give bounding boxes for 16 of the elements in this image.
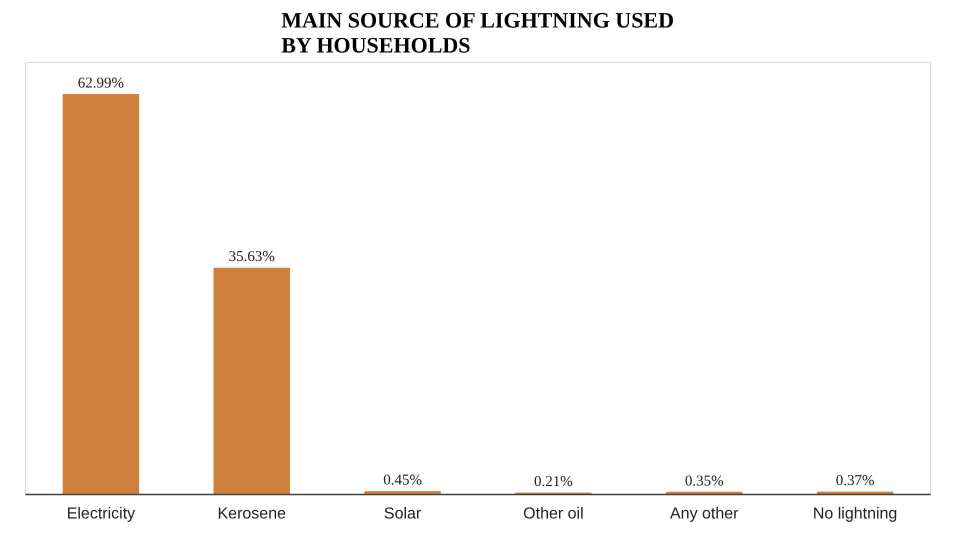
- data-label: 35.63%: [228, 249, 275, 266]
- x-tick-label: No lightning: [812, 506, 898, 522]
- data-label: 62.99%: [78, 76, 124, 92]
- x-tick-label: Kerosene: [218, 506, 286, 522]
- data-label: 0.37%: [836, 473, 874, 490]
- data-label: 0.45%: [383, 472, 422, 489]
- bar: [214, 268, 290, 494]
- bar: [364, 491, 441, 494]
- data-label: 0.35%: [684, 473, 724, 490]
- x-tick-label: Other oil: [523, 506, 584, 522]
- data-label: 0.21%: [534, 474, 573, 490]
- bar: [62, 94, 140, 494]
- x-tick-label: Electricity: [66, 506, 136, 522]
- x-tick-label: Any other: [670, 506, 740, 522]
- chart-title: MAIN SOURCE OF LIGHTNING USED BY HOUSEHOLDS: [281, 8, 674, 58]
- x-tick-label: Solar: [384, 506, 422, 522]
